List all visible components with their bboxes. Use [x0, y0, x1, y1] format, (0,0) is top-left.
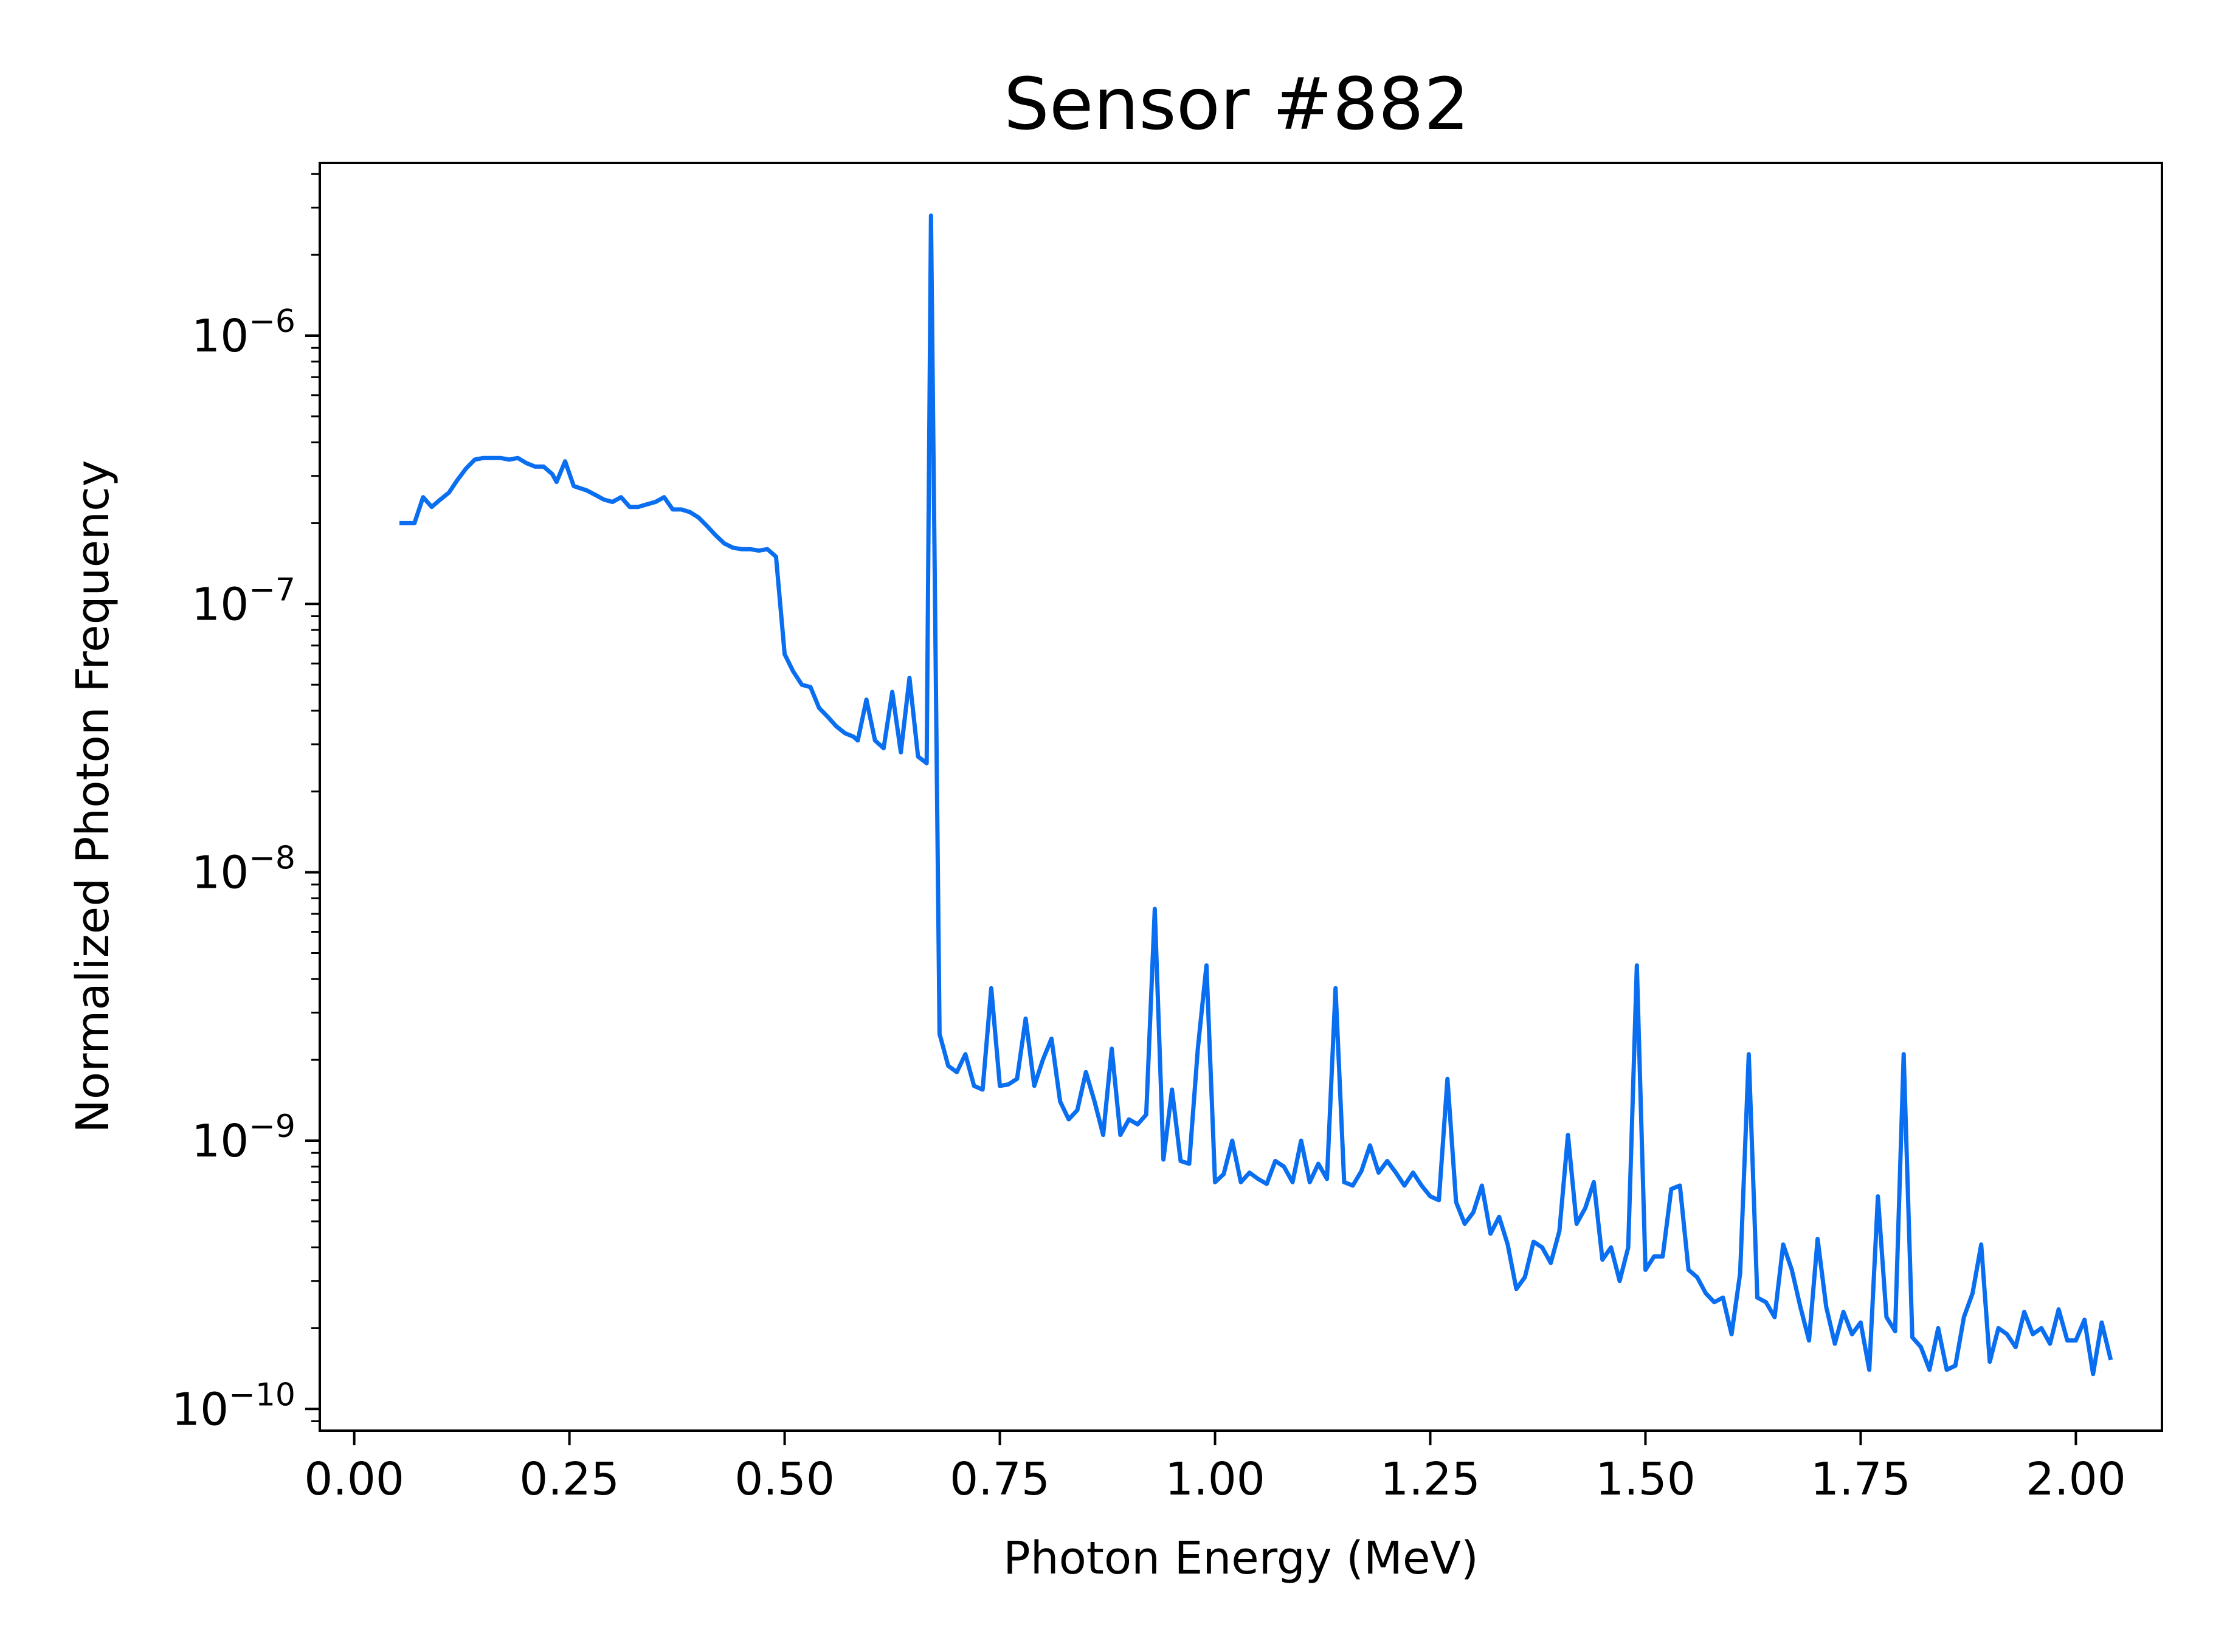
x-tick-label: 0.00	[304, 1453, 404, 1505]
x-tick-label: 1.00	[1165, 1453, 1265, 1505]
x-tick-label: 0.75	[950, 1453, 1050, 1505]
y-ticks: 10−10 10−9 10−8 10−7 10−6	[171, 303, 320, 1436]
series-line-0	[399, 213, 2113, 1377]
x-tick-label: 1.75	[1811, 1453, 1911, 1505]
y-axis-label: Normalized Photon Frequency	[67, 460, 119, 1133]
chart-title: Sensor #882	[1004, 62, 1469, 146]
x-tick-label: 0.50	[734, 1453, 835, 1505]
x-ticks: 0.00 0.25 0.50 0.75 1.00 1.25 1.50 1.75 2.00	[304, 1431, 2126, 1505]
x-tick-label: 1.25	[1380, 1453, 1480, 1505]
y-tick-label: 10−8	[192, 840, 295, 899]
y-minor-ticks	[311, 173, 320, 1422]
x-tick-label: 0.25	[519, 1453, 620, 1505]
series-layer	[399, 213, 2113, 1377]
axes-frame	[319, 162, 2163, 1432]
x-axis-label: Photon Energy (MeV)	[1003, 1532, 1479, 1585]
y-tick-label: 10−9	[192, 1108, 295, 1167]
x-tick-label: 1.50	[1595, 1453, 1696, 1505]
y-tick-label: 10−7	[192, 572, 295, 631]
y-tick-label: 10−6	[192, 303, 295, 362]
x-tick-label: 2.00	[2026, 1453, 2126, 1505]
y-tick-label: 10−10	[171, 1377, 295, 1436]
plot-area: 10−10 10−9 10−8 10−7 10−6 0.00 0.25 0.50 0.75 1.…	[171, 162, 2163, 1505]
